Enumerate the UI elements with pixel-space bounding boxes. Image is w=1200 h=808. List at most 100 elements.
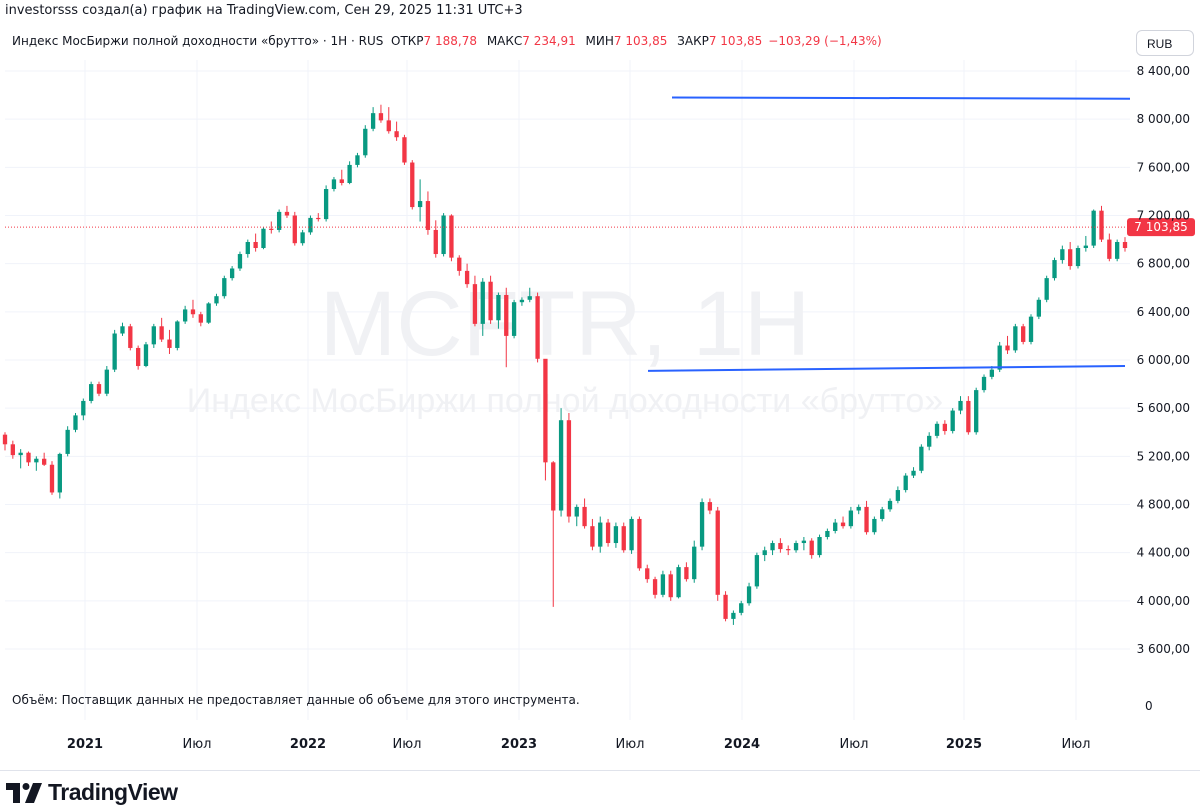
candle-body	[10, 444, 15, 456]
tradingview-logo-icon	[6, 782, 42, 803]
candle-body	[527, 296, 532, 300]
candle-body	[911, 470, 916, 476]
candle-body	[425, 201, 431, 230]
candle-body	[339, 179, 344, 183]
candle-body	[770, 543, 775, 551]
candle-body	[49, 464, 55, 493]
candle-body	[222, 278, 227, 297]
candle-body	[65, 429, 70, 454]
candle-body	[18, 452, 23, 456]
candle-body	[472, 284, 478, 324]
candle-body	[864, 506, 869, 533]
resistance-trendline	[671, 96, 1131, 100]
candle-body	[457, 257, 462, 271]
candle-body	[276, 211, 282, 230]
candle-body	[621, 526, 626, 551]
candle-body	[1075, 248, 1081, 267]
candle-body	[1028, 316, 1034, 342]
candle-body	[1052, 260, 1057, 279]
legend-change: −103,29 (−1,43%)	[768, 34, 882, 48]
candle-body	[190, 309, 196, 315]
candles	[2, 104, 1128, 625]
x-tick-label: Июл	[1062, 737, 1091, 752]
candle-body	[402, 137, 407, 163]
watermark-name: Индекс МосБиржи полной доходности «брутт…	[187, 382, 943, 420]
candle-body	[519, 299, 525, 303]
candle-body	[629, 518, 634, 551]
candle-body	[433, 229, 438, 255]
candle-body	[1021, 326, 1026, 342]
candle-body	[746, 586, 752, 604]
watermark-ticker: MCFTR, 1Н	[320, 273, 811, 375]
candle-body	[887, 500, 893, 510]
candle-body	[723, 594, 728, 619]
y-tick-label: 4 800,00	[1137, 498, 1190, 512]
y-tick-label: 8 000,00	[1137, 112, 1190, 126]
last-price-line: 7 103,85	[5, 218, 1195, 237]
candle-body	[1122, 241, 1128, 249]
candle-body	[551, 462, 556, 511]
candle-body	[151, 326, 156, 345]
x-tick-label: Июл	[616, 737, 645, 752]
candle-body	[120, 326, 125, 334]
y-tick-label: 6 000,00	[1137, 353, 1190, 367]
candle-body	[182, 309, 188, 322]
candle-body	[668, 574, 673, 598]
candle-body	[104, 369, 109, 394]
x-tick-label: 2023	[501, 737, 537, 752]
candle-body	[308, 217, 313, 233]
x-tick-label: Июл	[840, 737, 869, 752]
x-tick-label: 2025	[946, 737, 982, 752]
candle-body	[1013, 326, 1018, 351]
price-chart[interactable]: MCFTR, 1Н Индекс МосБиржи полной доходно…	[0, 0, 1200, 770]
candle-body	[464, 270, 470, 285]
candle-body	[143, 344, 149, 367]
candle-body	[26, 452, 31, 463]
y-axis: 8 400,00 8 000,00 7 600,00 7 200,00 6 800,00…	[1137, 64, 1190, 713]
candle-body	[840, 522, 846, 527]
candle-body	[574, 506, 579, 517]
candle-body	[676, 567, 681, 598]
candle-body	[692, 546, 697, 580]
candle-body	[206, 303, 211, 323]
candle-body	[386, 120, 391, 132]
candle-body	[801, 540, 807, 544]
candle-body	[715, 510, 720, 595]
candle-body	[558, 420, 564, 511]
currency-button[interactable]: RUB	[1136, 30, 1194, 56]
tradingview-logo[interactable]: TradingView	[6, 779, 178, 806]
candle-body	[966, 400, 971, 433]
candle-body	[511, 302, 517, 336]
candle-body	[159, 326, 164, 340]
candle-body	[699, 502, 705, 547]
legend-close-value: 7 103,85	[708, 34, 763, 48]
volume-axis-label: 0	[1145, 699, 1153, 713]
candle-body	[927, 435, 932, 447]
x-tick-label: 2024	[724, 737, 760, 752]
candle-body	[942, 423, 948, 432]
y-tick-label: 8 400,00	[1137, 64, 1190, 78]
support-trendline	[647, 365, 1126, 372]
x-tick-label: Июл	[183, 737, 212, 752]
y-tick-label: 6 400,00	[1137, 305, 1190, 319]
legend-low-label: МИН	[585, 34, 614, 48]
x-tick-label: Июл	[393, 737, 422, 752]
candle-body	[793, 543, 799, 551]
candle-body	[1091, 210, 1096, 246]
candle-body	[958, 400, 963, 411]
candle-body	[300, 232, 305, 244]
candle-body	[42, 458, 47, 465]
chart-attribution: investorsss создал(а) график на TradingV…	[5, 3, 523, 18]
candle-body	[880, 509, 885, 519]
candle-body	[89, 384, 94, 401]
candle-body	[997, 345, 1002, 370]
candle-body	[989, 369, 995, 377]
candle-body	[872, 518, 877, 533]
candle-body	[1099, 210, 1104, 240]
candle-body	[2, 434, 8, 445]
legend-high-value: 7 234,91	[522, 34, 576, 48]
candle-body	[754, 555, 760, 587]
candle-body	[81, 400, 86, 416]
candle-body	[73, 415, 78, 430]
legend-symbol: Индекс МосБиржи полной доходности «брутт…	[12, 34, 384, 48]
